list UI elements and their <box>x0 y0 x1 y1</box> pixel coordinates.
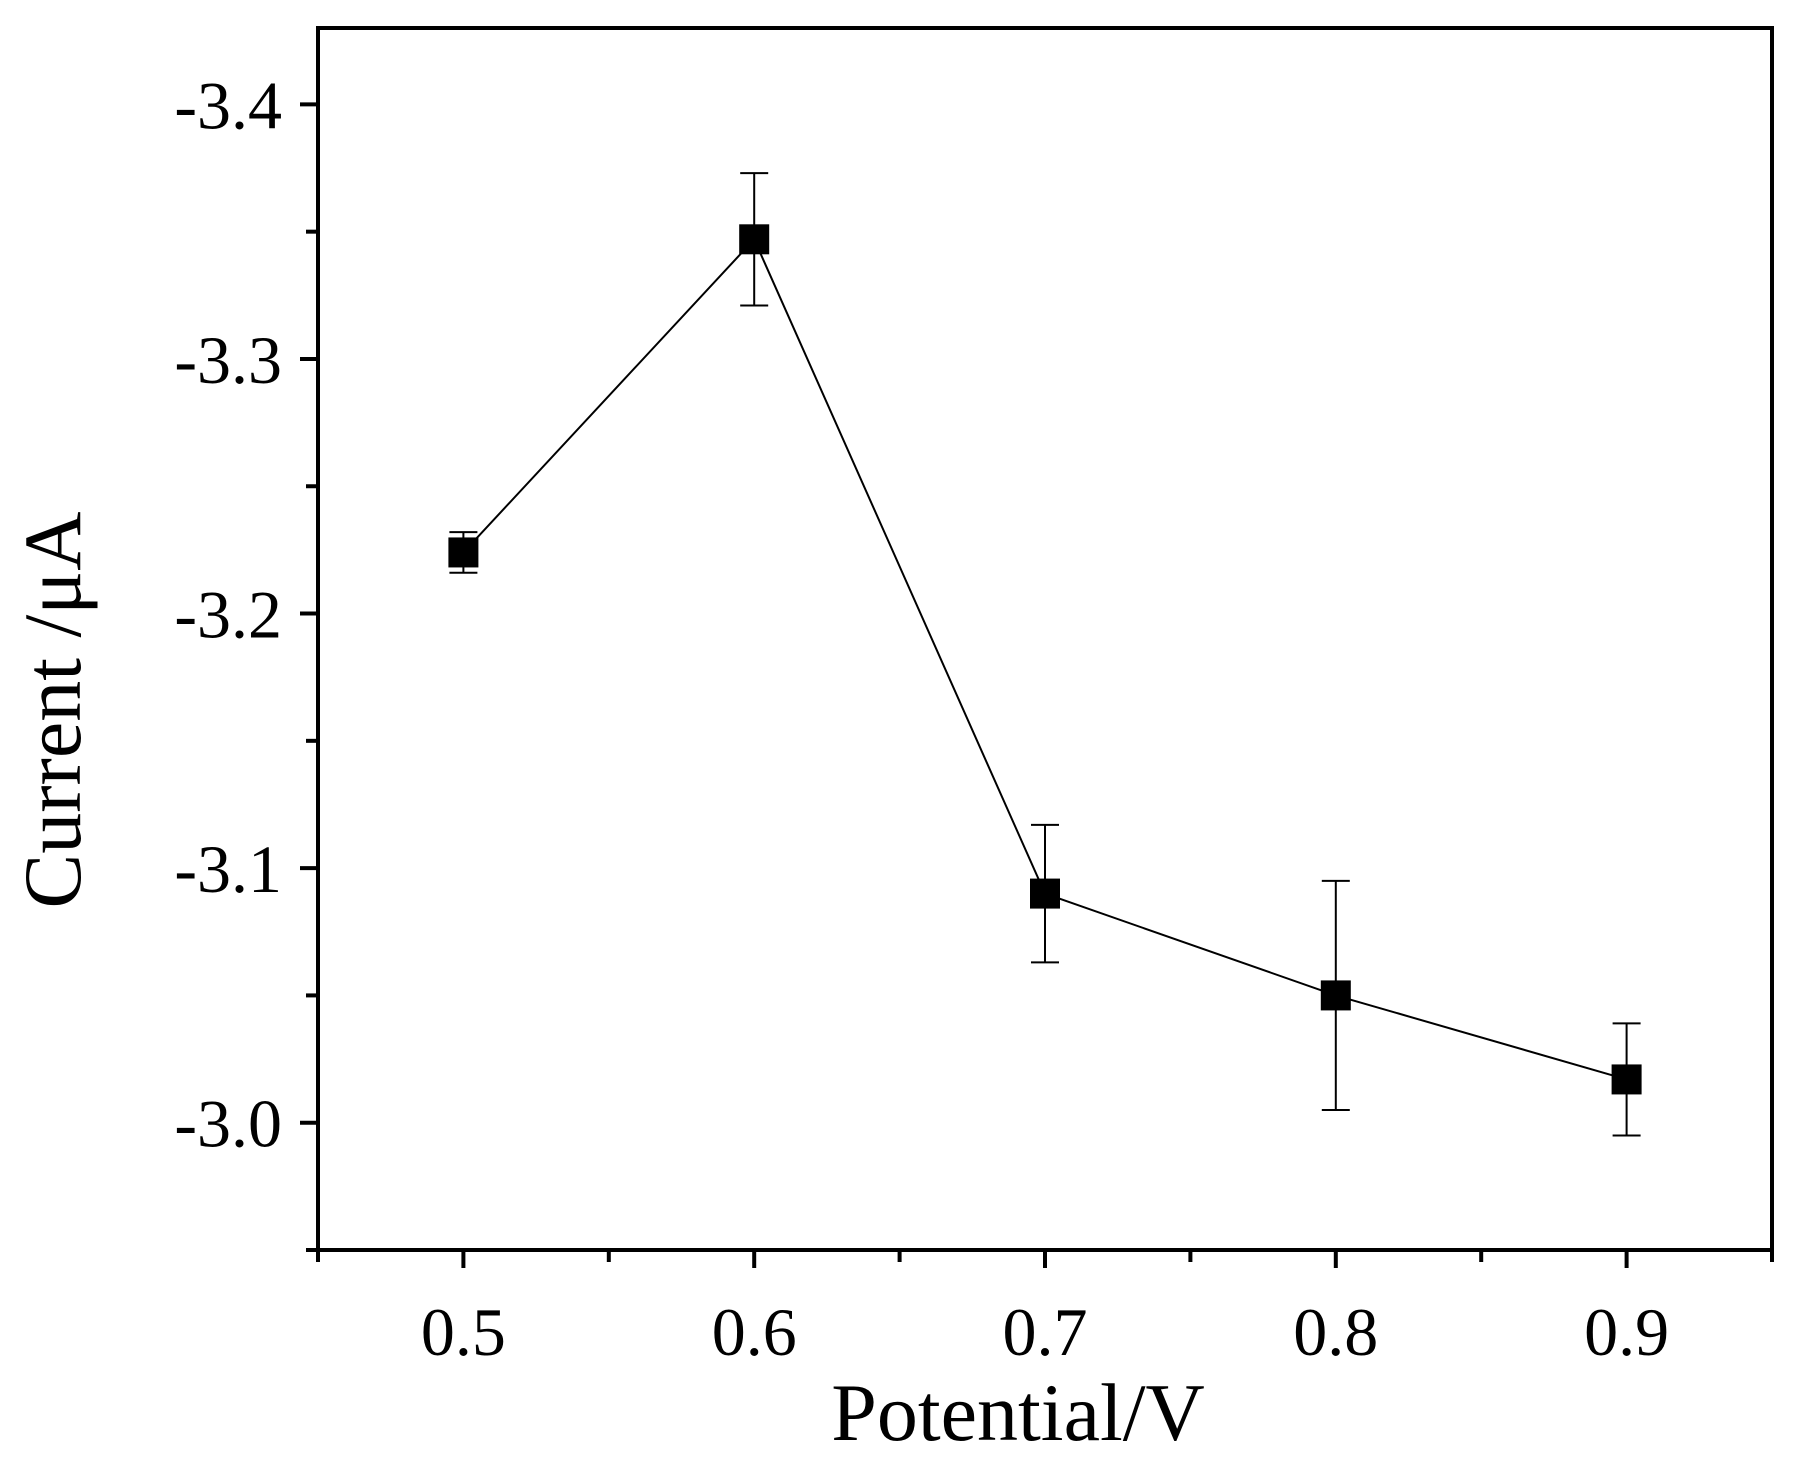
y-axis-title: Current /μA <box>7 512 98 909</box>
data-point <box>1030 878 1060 909</box>
x-tick-label: 0.6 <box>712 1294 797 1370</box>
data-point <box>1611 1064 1642 1095</box>
x-tick-label: 0.9 <box>1584 1294 1669 1370</box>
y-tick-label: -3.2 <box>174 577 282 653</box>
y-tick-label: -3.1 <box>174 831 282 907</box>
y-tick-label: -3.3 <box>174 322 282 398</box>
data-point <box>739 224 770 255</box>
x-tick-label: 0.8 <box>1293 1294 1378 1370</box>
x-axis-title: Potential/V <box>831 1367 1205 1458</box>
data-point <box>1320 980 1351 1011</box>
plot-frame <box>316 26 1774 1252</box>
data-series <box>448 172 1642 1137</box>
axis-ticks <box>300 102 1774 1268</box>
plot-frame-border <box>316 26 1774 1252</box>
x-tick-label: 0.5 <box>421 1294 506 1370</box>
y-tick-label: -3.0 <box>174 1086 282 1162</box>
tick-labels: 0.5 0.6 0.7 0.8 0.9 -3.0 -3.1 -3.2 -3.3 -3.4 <box>174 67 1669 1370</box>
data-point <box>448 537 479 568</box>
y-tick-label: -3.4 <box>174 67 282 143</box>
x-tick-label: 0.7 <box>1003 1294 1088 1370</box>
